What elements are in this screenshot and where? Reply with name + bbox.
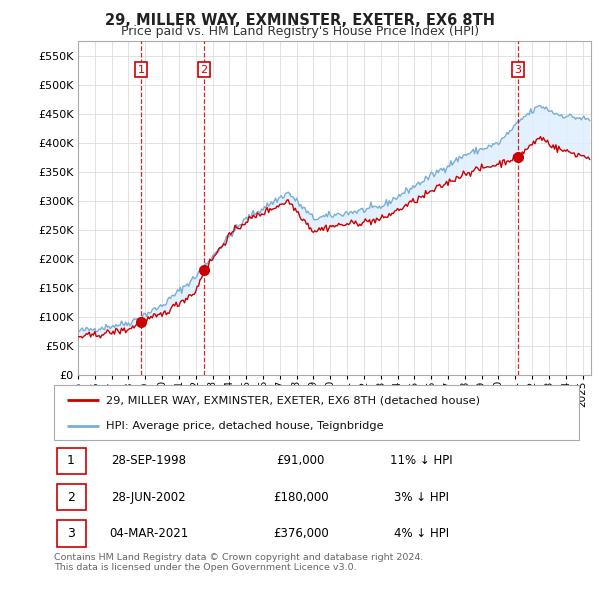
Text: This data is licensed under the Open Government Licence v3.0.: This data is licensed under the Open Gov… [54, 563, 356, 572]
Text: 3% ↓ HPI: 3% ↓ HPI [394, 490, 449, 504]
Text: 29, MILLER WAY, EXMINSTER, EXETER, EX6 8TH: 29, MILLER WAY, EXMINSTER, EXETER, EX6 8… [105, 13, 495, 28]
Text: HPI: Average price, detached house, Teignbridge: HPI: Average price, detached house, Teig… [107, 421, 384, 431]
Text: 4% ↓ HPI: 4% ↓ HPI [394, 527, 449, 540]
FancyBboxPatch shape [56, 520, 86, 546]
Text: 11% ↓ HPI: 11% ↓ HPI [390, 454, 453, 467]
FancyBboxPatch shape [56, 484, 86, 510]
Text: 28-JUN-2002: 28-JUN-2002 [111, 490, 186, 504]
Text: 2: 2 [200, 65, 208, 74]
Text: £376,000: £376,000 [273, 527, 329, 540]
Text: 1: 1 [137, 65, 145, 74]
Text: 04-MAR-2021: 04-MAR-2021 [109, 527, 188, 540]
Text: 1: 1 [67, 454, 75, 467]
FancyBboxPatch shape [56, 448, 86, 474]
Text: £91,000: £91,000 [277, 454, 325, 467]
Text: 29, MILLER WAY, EXMINSTER, EXETER, EX6 8TH (detached house): 29, MILLER WAY, EXMINSTER, EXETER, EX6 8… [107, 395, 481, 405]
Text: 2: 2 [67, 490, 75, 504]
Text: 28-SEP-1998: 28-SEP-1998 [111, 454, 186, 467]
Text: 3: 3 [67, 527, 75, 540]
Text: Contains HM Land Registry data © Crown copyright and database right 2024.: Contains HM Land Registry data © Crown c… [54, 553, 424, 562]
Text: 3: 3 [515, 65, 521, 74]
FancyBboxPatch shape [54, 385, 579, 440]
Text: Price paid vs. HM Land Registry's House Price Index (HPI): Price paid vs. HM Land Registry's House … [121, 25, 479, 38]
Text: £180,000: £180,000 [273, 490, 329, 504]
